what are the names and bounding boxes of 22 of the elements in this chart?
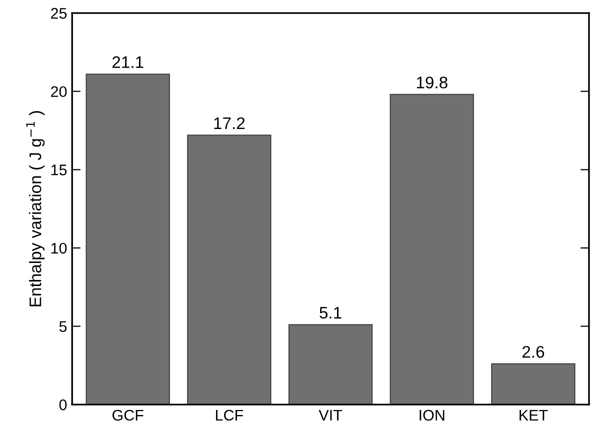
data-label: 21.1 bbox=[112, 56, 144, 68]
bar bbox=[390, 94, 474, 405]
bar bbox=[86, 74, 170, 405]
y-tick-label: 15 bbox=[51, 164, 67, 176]
x-tick-label: ION bbox=[420, 410, 444, 421]
y-tick-label: 10 bbox=[51, 242, 67, 254]
bar bbox=[288, 324, 373, 405]
data-label: 17.2 bbox=[214, 117, 245, 129]
bar bbox=[187, 134, 272, 405]
x-tick-label: LCF bbox=[216, 410, 244, 421]
x-tick-label: KET bbox=[520, 410, 548, 420]
y-tick-label: 5 bbox=[59, 321, 67, 332]
y-axis-title: Enthalpy variation ( J g$^{−1}$ ) bbox=[26, 111, 45, 306]
x-tick-label: GCF bbox=[112, 410, 144, 421]
bar bbox=[491, 363, 576, 405]
x-tick-label: VIT bbox=[318, 410, 342, 420]
data-label: 2.6 bbox=[522, 346, 544, 358]
y-tick-label: 0 bbox=[59, 399, 67, 410]
data-label: 5.1 bbox=[320, 306, 342, 319]
y-tick-label: 20 bbox=[51, 86, 67, 98]
y-tick-label: 25 bbox=[51, 8, 67, 19]
data-label: 19.8 bbox=[416, 76, 448, 88]
